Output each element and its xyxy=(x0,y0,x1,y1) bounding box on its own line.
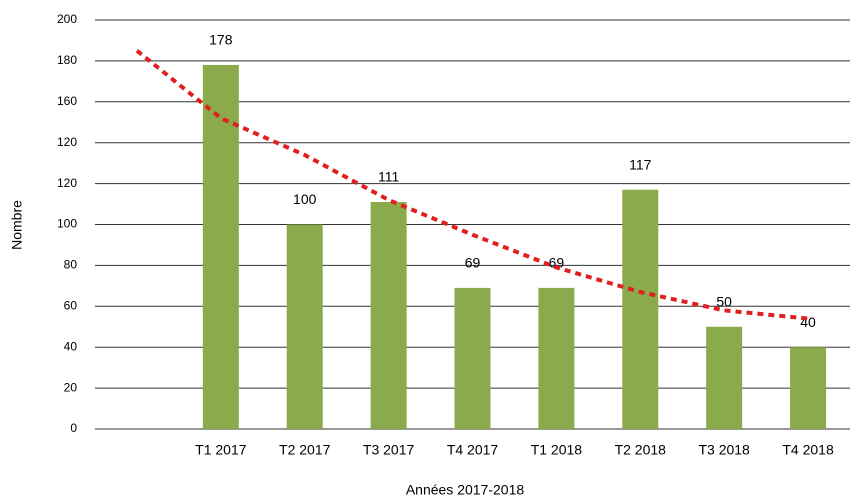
bar xyxy=(454,287,491,429)
data-label: 178 xyxy=(209,32,233,48)
x-tick-label: T3 2017 xyxy=(363,442,415,458)
y-tick-label: 160 xyxy=(57,94,77,108)
y-tick-label: 120 xyxy=(57,135,77,149)
data-label: 117 xyxy=(629,156,652,172)
y-tick-label: 120 xyxy=(57,176,77,190)
x-axis-title: Années 2017-2018 xyxy=(406,482,525,498)
x-tick-label: T3 2018 xyxy=(698,442,750,458)
data-label: 100 xyxy=(293,191,317,207)
data-label: 111 xyxy=(378,169,399,185)
y-tick-label: 40 xyxy=(64,339,78,353)
x-tick-label: T1 2018 xyxy=(531,442,583,458)
trendline xyxy=(135,49,809,321)
y-tick-label: 180 xyxy=(57,53,77,67)
bar xyxy=(790,347,827,429)
bar xyxy=(622,189,659,429)
x-tick-label: T4 2018 xyxy=(782,442,834,458)
bar xyxy=(538,287,575,429)
y-tick-label: 100 xyxy=(57,217,77,231)
bar xyxy=(370,202,407,429)
y-tick-label: 80 xyxy=(64,258,78,272)
y-tick-label: 20 xyxy=(64,380,78,394)
x-tick-label: T1 2017 xyxy=(195,442,247,458)
y-axis-title: Nombre xyxy=(9,200,25,250)
y-tick-label: 60 xyxy=(64,298,78,312)
data-label: 50 xyxy=(716,293,732,309)
x-tick-label: T4 2017 xyxy=(447,442,499,458)
bar xyxy=(706,326,743,429)
bar xyxy=(202,64,239,430)
bar xyxy=(286,224,323,429)
y-tick-label: 200 xyxy=(57,12,77,26)
data-label: 69 xyxy=(465,255,481,271)
x-tick-label: T2 2018 xyxy=(615,442,667,458)
x-tick-label: T2 2017 xyxy=(279,442,331,458)
y-tick-label: 0 xyxy=(70,421,77,435)
